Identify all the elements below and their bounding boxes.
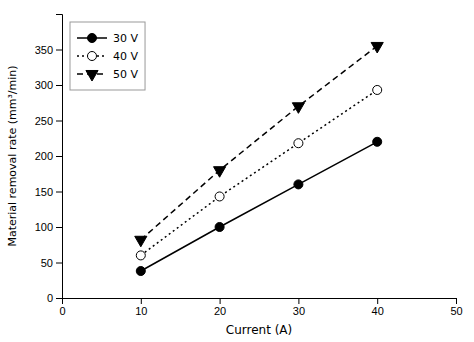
legend-label: 50 V bbox=[113, 68, 138, 81]
y-tick: 50 bbox=[41, 257, 62, 269]
legend-marker bbox=[87, 33, 96, 42]
y-tick-label: 300 bbox=[35, 79, 53, 91]
x-tick-mark bbox=[377, 298, 378, 304]
x-tick: 10 bbox=[135, 298, 147, 317]
series-point bbox=[294, 180, 303, 189]
legend-marker bbox=[87, 51, 96, 60]
y-tick: 100 bbox=[35, 221, 62, 233]
legend-label: 30 V bbox=[113, 32, 138, 45]
x-tick-mark bbox=[220, 298, 221, 304]
y-axis-line bbox=[56, 15, 63, 299]
y-tick-label: 150 bbox=[35, 186, 53, 198]
series-point bbox=[371, 42, 383, 53]
x-tick: 50 bbox=[450, 298, 462, 317]
y-tick-mark bbox=[56, 121, 62, 122]
series-line bbox=[141, 142, 377, 271]
series-point bbox=[294, 139, 303, 148]
series-line bbox=[141, 46, 377, 240]
y-tick-mark bbox=[56, 263, 62, 264]
series-point bbox=[136, 251, 145, 260]
x-axis-title: Current (A) bbox=[226, 323, 292, 337]
chart: 0 10 20 30 40 50 0 50 100 150 200 250 300 350 Current … bbox=[0, 0, 474, 342]
y-tick-mark bbox=[56, 50, 62, 51]
x-axis-line bbox=[63, 299, 457, 305]
x-tick-label: 40 bbox=[372, 305, 384, 317]
x-axis: 0 10 20 30 40 50 bbox=[59, 298, 462, 317]
y-tick-label: 0 bbox=[47, 292, 53, 304]
y-tick: 350 bbox=[35, 44, 62, 56]
y-tick-mark bbox=[56, 192, 62, 193]
x-tick-label: 50 bbox=[450, 305, 462, 317]
y-tick-label: 250 bbox=[35, 115, 53, 127]
legend-frame bbox=[70, 22, 145, 90]
series-point bbox=[214, 167, 226, 178]
x-tick-mark bbox=[456, 298, 457, 304]
series-point bbox=[292, 103, 304, 114]
x-tick-label: 0 bbox=[59, 305, 65, 317]
series-line bbox=[141, 90, 377, 255]
x-tick: 30 bbox=[293, 298, 305, 317]
y-tick-label: 50 bbox=[41, 257, 53, 269]
y-axis: 0 50 100 150 200 250 300 350 bbox=[35, 15, 63, 305]
x-tick-mark bbox=[141, 298, 142, 304]
x-tick-label: 30 bbox=[293, 305, 305, 317]
y-tick-label: 200 bbox=[35, 150, 53, 162]
series-point bbox=[373, 85, 382, 94]
y-tick: 0 bbox=[47, 292, 62, 304]
series-point bbox=[136, 267, 145, 276]
x-tick-mark bbox=[298, 298, 299, 304]
series-point bbox=[215, 222, 224, 231]
y-tick-mark bbox=[56, 156, 62, 157]
y-tick-mark bbox=[56, 298, 62, 299]
legend-marker bbox=[86, 70, 98, 81]
x-tick: 20 bbox=[214, 298, 226, 317]
y-tick: 300 bbox=[35, 79, 62, 91]
y-tick: 200 bbox=[35, 150, 62, 162]
y-tick: 150 bbox=[35, 186, 62, 198]
x-tick: 0 bbox=[59, 298, 65, 317]
series-point bbox=[135, 236, 147, 247]
y-tick: 250 bbox=[35, 115, 62, 127]
x-tick: 40 bbox=[372, 298, 384, 317]
y-tick-mark bbox=[56, 85, 62, 86]
series-point bbox=[373, 137, 382, 146]
y-tick-label: 100 bbox=[35, 221, 53, 233]
y-tick-label: 350 bbox=[35, 44, 53, 56]
y-tick-mark bbox=[56, 227, 62, 228]
x-tick-label: 20 bbox=[214, 305, 226, 317]
y-axis-title: Material removal rate (mm³/min) bbox=[6, 65, 19, 246]
series-point bbox=[215, 192, 224, 201]
legend-label: 40 V bbox=[113, 50, 138, 63]
plot-area bbox=[135, 42, 384, 275]
legend: 30 V 40 V 50 V bbox=[70, 22, 145, 90]
x-tick-label: 10 bbox=[135, 305, 147, 317]
